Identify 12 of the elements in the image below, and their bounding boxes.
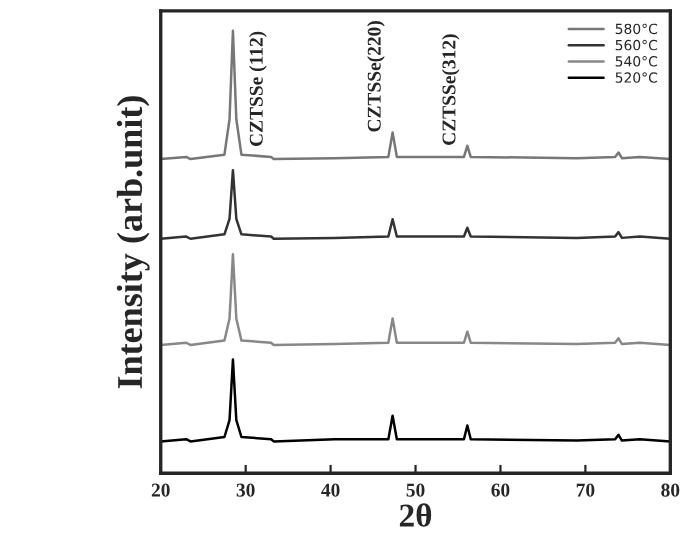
x-axis-title: 2θ — [399, 503, 432, 527]
annotation: CZTSSe(220) — [367, 21, 385, 132]
x-tick-label: 70 — [576, 483, 595, 497]
annotation: CZTSSe (112) — [249, 31, 267, 146]
x-tick-label: 20 — [151, 483, 170, 497]
annotation: CZTSSe(312) — [441, 34, 460, 145]
x-tick-label: 30 — [236, 483, 255, 497]
x-tick-label: 60 — [491, 483, 510, 497]
x-tick-label: 50 — [406, 483, 425, 497]
x-tick-label: 40 — [321, 483, 340, 497]
y-axis-title: Intensity (arb.unit) — [116, 96, 150, 389]
x-tick-label: 80 — [661, 483, 680, 497]
